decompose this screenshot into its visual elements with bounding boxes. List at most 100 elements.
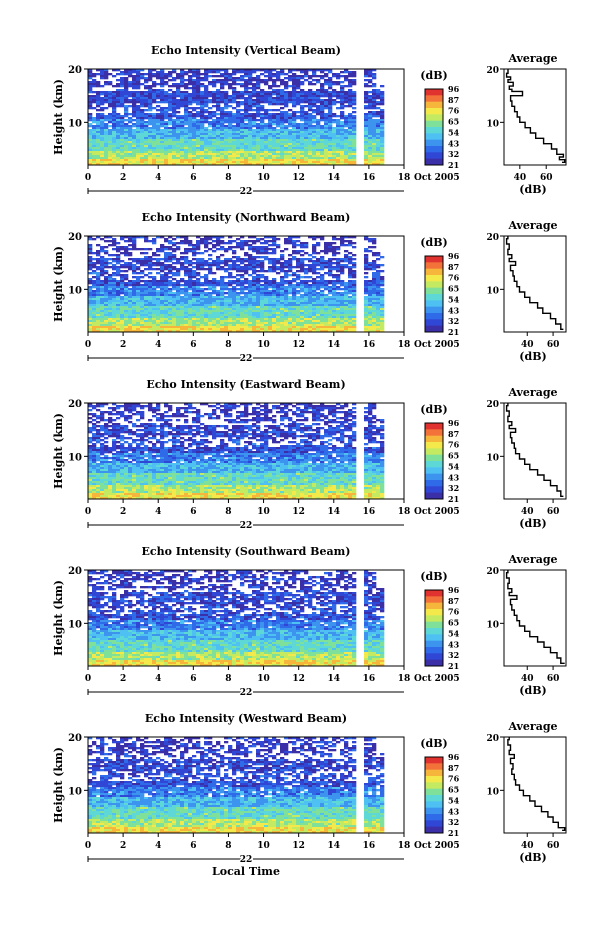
colorbar-swatch [425,454,443,462]
average-frame [503,68,567,166]
colorbar-tick-label: 76 [448,440,460,450]
average-x-tick-label: 40 [521,340,534,350]
x-tick-label: 16 [363,340,376,350]
colorbar-frame [424,756,444,834]
colorbar-tick-label: 96 [448,585,460,595]
plot-frame [87,402,405,500]
average-frame [503,402,567,500]
x-tick-label: 6 [190,507,196,517]
month-label: Oct 2005 [414,841,460,851]
x-tick-label: 14 [328,173,341,183]
echo-field [88,69,385,166]
x-tick-label: 6 [190,340,196,350]
y-tick-label: 10 [68,118,82,129]
colorbar-tick-label: 54 [448,127,460,137]
colorbar-unit: (dB) [420,236,447,249]
y-tick-label: 20 [68,399,82,410]
x-tick-label: 12 [292,340,305,350]
panel-4: Echo Intensity (Westward Beam)1020Height… [52,712,567,878]
plot-frame [87,68,405,166]
colorbar-swatch [425,769,443,777]
average-x-tick-label: 60 [540,173,553,183]
colorbar-frame [424,255,444,333]
x-tick-label: 16 [363,507,376,517]
colorbar-swatch [425,609,443,616]
panel-2: Echo Intensity (Eastward Beam)1020Height… [52,378,567,533]
colorbar-tick-label: 87 [448,95,459,105]
y-tick-label: 20 [68,733,82,744]
average-profile-line [505,403,564,497]
colorbar-unit: (dB) [420,737,447,750]
x-tick-label: 8 [225,674,231,684]
colorbar-swatch [425,596,443,604]
colorbar-swatch [425,788,443,796]
colorbar-tick-label: 76 [448,106,460,116]
y-axis-label: Height (km) [52,580,65,656]
colorbar-swatch [425,435,443,443]
month-label: Oct 2005 [414,340,460,350]
colorbar-swatch [425,139,443,147]
plot-frame [87,736,405,834]
colorbar-tick-label: 65 [448,284,459,294]
average-x-tick-label: 60 [547,340,560,350]
colorbar-swatch [425,602,443,610]
panel-1: Echo Intensity (Northward Beam)1020Heigh… [52,211,567,366]
colorbar-swatch [425,108,443,115]
colorbar-swatch [425,313,443,320]
colorbar-swatch [425,127,443,134]
x-tick-label: 6 [190,841,196,851]
colorbar-swatch [425,89,443,96]
y-axis-label: Height (km) [52,747,65,823]
colorbar-swatch [425,325,443,333]
month-label: Oct 2005 [414,173,460,183]
colorbar-swatch [425,615,443,623]
x-tick-label: 8 [225,841,231,851]
y-axis-label: Height (km) [52,246,65,322]
colorbar-swatch [425,306,443,314]
average-profile-line [505,69,566,164]
date-label: 22 [240,688,253,698]
colorbar-swatch [425,826,443,834]
y-axis-label: Height (km) [52,79,65,155]
x-tick-label: 4 [155,340,161,350]
panel-title: Echo Intensity (Vertical Beam) [151,44,341,57]
colorbar-swatch [425,114,443,122]
x-tick-label: 14 [328,340,341,350]
colorbar-swatch [425,256,443,263]
x-tick-label: 0 [85,841,91,851]
colorbar-tick-label: 65 [448,117,459,127]
x-tick-label: 18 [398,674,411,684]
colorbar-swatch [425,133,443,141]
date-label: 22 [240,521,253,531]
x-tick-label: 2 [120,841,126,851]
colorbar-tick-label: 65 [448,618,459,628]
colorbar-swatch [425,461,443,468]
average-x-tick-label: 40 [514,173,527,183]
echo-field [88,403,385,500]
panel-title: Echo Intensity (Eastward Beam) [146,378,345,391]
colorbar-swatch [425,653,443,661]
colorbar-swatch [425,486,443,494]
average-y-tick-label: 10 [486,620,499,630]
x-tick-label: 0 [85,507,91,517]
average-y-tick-label: 20 [486,734,499,744]
x-tick-label: 18 [398,841,411,851]
average-x-label: (dB) [519,851,546,864]
colorbar-unit: (dB) [420,69,447,82]
average-x-label: (dB) [519,350,546,363]
average-frame [503,235,567,333]
average-y-tick-label: 10 [486,119,499,129]
echo-field [88,737,385,834]
average-y-tick-label: 20 [486,66,499,76]
colorbar-tick-label: 32 [448,817,459,827]
colorbar-tick-label: 54 [448,461,460,471]
colorbar-swatch [425,782,443,790]
average-x-tick-label: 40 [521,674,534,684]
colorbar-swatch [425,120,443,128]
average-x-tick-label: 60 [547,841,560,851]
x-tick-label: 8 [225,173,231,183]
colorbar-tick-label: 76 [448,273,460,283]
average-frame [503,569,567,667]
colorbar-tick-label: 87 [448,262,459,272]
colorbar-tick-label: 54 [448,795,460,805]
